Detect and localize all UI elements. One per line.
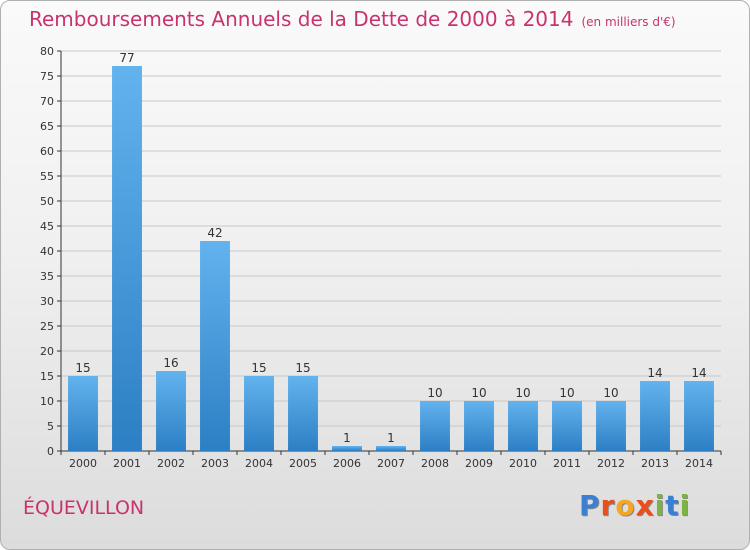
y-tick-label: 75 [40, 70, 54, 83]
x-tick-label: 2003 [201, 457, 229, 470]
proxiti-logo: Proxiti [579, 489, 690, 522]
y-tick-label: 25 [40, 320, 54, 333]
x-tick-label: 2009 [465, 457, 493, 470]
bar [552, 401, 582, 451]
bar [376, 446, 406, 451]
y-tick-label: 55 [40, 170, 54, 183]
bar [288, 376, 318, 451]
y-tick-label: 65 [40, 120, 54, 133]
bar [508, 401, 538, 451]
x-tick-label: 2000 [69, 457, 97, 470]
bar-value-label: 10 [427, 386, 442, 400]
bar [332, 446, 362, 451]
logo-letter: r [600, 489, 616, 522]
bar-value-label: 14 [647, 366, 662, 380]
bar-value-label: 10 [471, 386, 486, 400]
bar [596, 401, 626, 451]
bar-value-label: 10 [559, 386, 574, 400]
y-tick-label: 30 [40, 295, 54, 308]
x-tick-label: 2001 [113, 457, 141, 470]
y-tick-label: 20 [40, 345, 54, 358]
y-tick-label: 45 [40, 220, 54, 233]
bar [684, 381, 714, 451]
x-tick-label: 2007 [377, 457, 405, 470]
y-tick-label: 40 [40, 245, 54, 258]
y-tick-label: 5 [47, 420, 54, 433]
bar-value-label: 15 [251, 361, 266, 375]
bar-value-label: 77 [119, 51, 134, 65]
bar [244, 376, 274, 451]
logo-letter: o [615, 489, 636, 522]
bar [420, 401, 450, 451]
y-tick-label: 80 [40, 45, 54, 58]
bar-value-label: 10 [515, 386, 530, 400]
logo-letter: P [579, 489, 601, 522]
bar [464, 401, 494, 451]
y-tick-label: 35 [40, 270, 54, 283]
x-tick-label: 2006 [333, 457, 361, 470]
logo-letter: t [665, 489, 680, 522]
y-tick-label: 60 [40, 145, 54, 158]
bar [68, 376, 98, 451]
x-tick-label: 2013 [641, 457, 669, 470]
y-tick-label: 70 [40, 95, 54, 108]
x-tick-label: 2014 [685, 457, 713, 470]
logo-letter: x [635, 489, 655, 522]
bar-value-label: 15 [295, 361, 310, 375]
bar-value-label: 14 [691, 366, 706, 380]
chart-unit: (en milliers d'€) [581, 15, 676, 29]
bar-value-label: 10 [603, 386, 618, 400]
x-tick-label: 2010 [509, 457, 537, 470]
y-tick-label: 15 [40, 370, 54, 383]
x-tick-label: 2011 [553, 457, 581, 470]
commune-name: ÉQUEVILLON [23, 497, 145, 519]
bar [156, 371, 186, 451]
chart-title-main: Remboursements Annuels de la Dette de 20… [29, 7, 574, 31]
bar-value-label: 1 [343, 431, 351, 445]
logo-letter: i [654, 489, 666, 522]
bar-value-label: 16 [163, 356, 178, 370]
x-tick-label: 2002 [157, 457, 185, 470]
bar-value-label: 1 [387, 431, 395, 445]
y-tick-label: 10 [40, 395, 54, 408]
chart-title: Remboursements Annuels de la Dette de 20… [29, 7, 676, 31]
x-tick-label: 2008 [421, 457, 449, 470]
x-tick-label: 2012 [597, 457, 625, 470]
x-tick-label: 2004 [245, 457, 273, 470]
logo-letter: i [679, 489, 691, 522]
x-tick-label: 2005 [289, 457, 317, 470]
bar-value-label: 42 [207, 226, 222, 240]
bar [200, 241, 230, 451]
y-tick-label: 0 [47, 445, 54, 458]
bar [640, 381, 670, 451]
bar [112, 66, 142, 451]
bar-value-label: 15 [75, 361, 90, 375]
y-tick-label: 50 [40, 195, 54, 208]
